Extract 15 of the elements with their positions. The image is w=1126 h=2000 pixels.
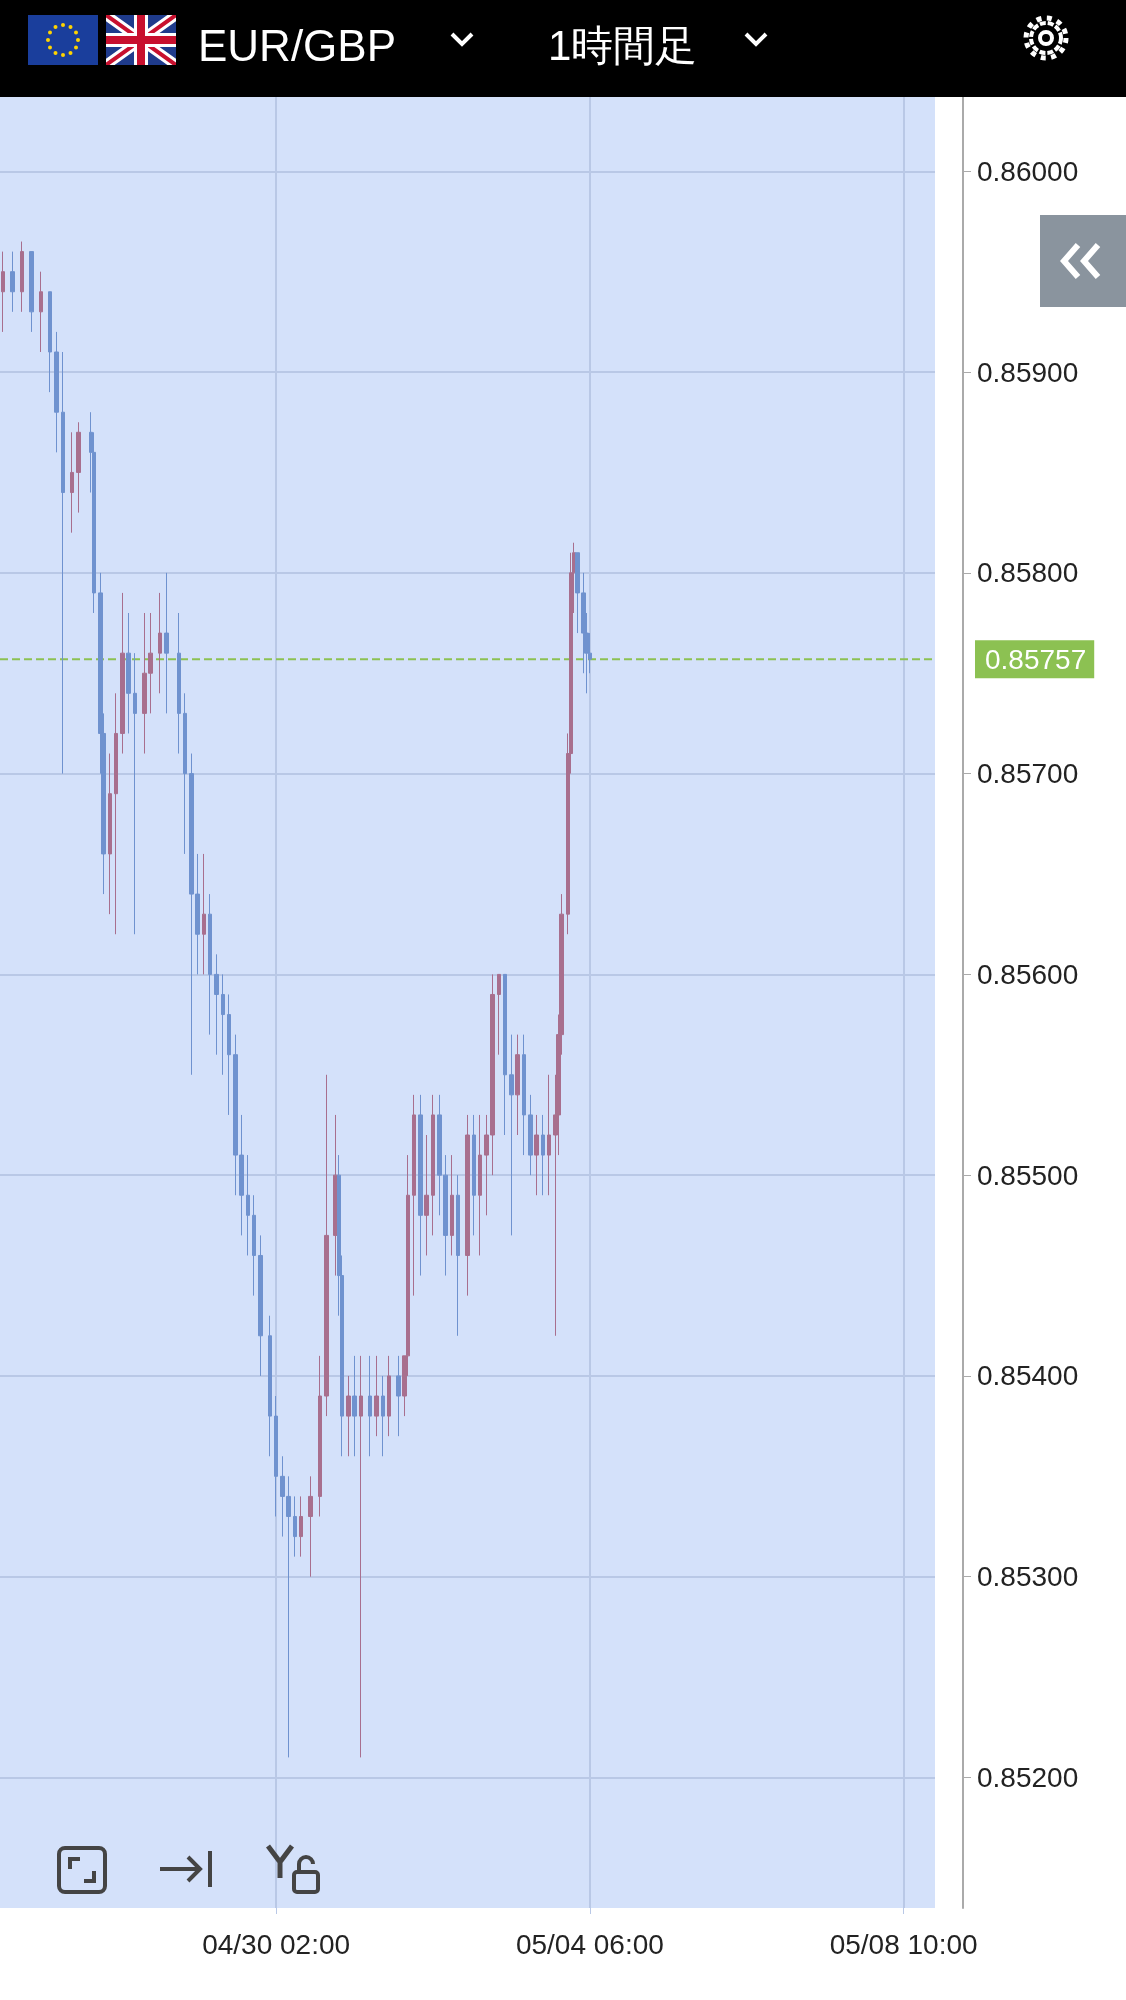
y-tick-label: 0.86000 <box>977 155 1079 187</box>
ref-line-label: 0.85757 <box>985 643 1087 675</box>
x-tick-label: 05/04 06:00 <box>515 1928 664 1960</box>
chart-title: EUR/GBP <box>198 20 397 72</box>
chart-subtitle: 1時間足 <box>548 21 698 71</box>
y-tick-label: 0.85900 <box>977 356 1079 388</box>
x-tick-label: 04/30 02:00 <box>202 1928 351 1960</box>
y-tick-label: 0.85600 <box>977 958 1079 990</box>
y-tick-label: 0.85700 <box>977 758 1079 790</box>
x-tick-label: 05/08 10:00 <box>829 1928 978 1960</box>
y-tick-label: 0.85500 <box>977 1159 1079 1191</box>
y-tick-label: 0.85800 <box>977 557 1079 589</box>
y-tick-label: 0.85200 <box>977 1762 1079 1793</box>
y-tick-label: 0.85300 <box>977 1561 1079 1593</box>
y-tick-label: 0.85400 <box>977 1360 1079 1392</box>
